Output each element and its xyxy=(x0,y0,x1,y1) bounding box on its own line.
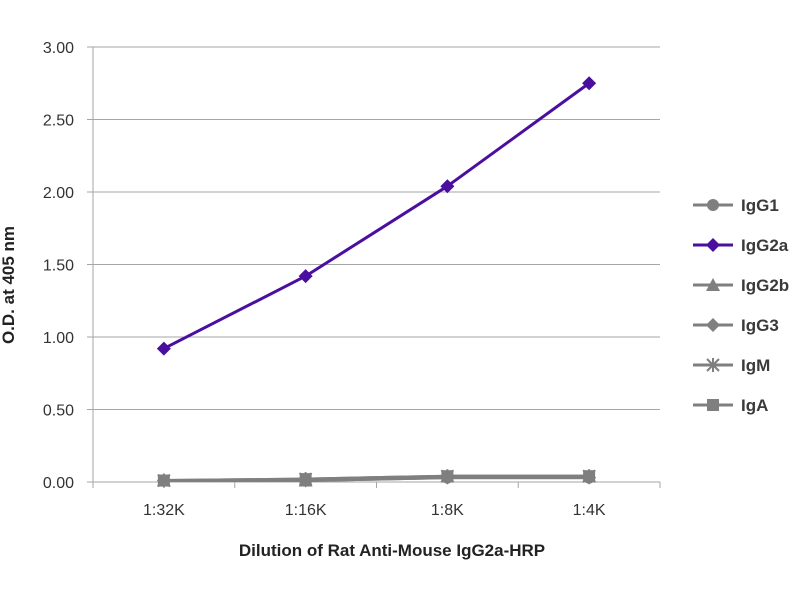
x-tick-label: 1:8K xyxy=(431,502,464,519)
series-group xyxy=(156,76,597,488)
marker-square xyxy=(441,470,454,483)
legend-item: IgG2b xyxy=(693,276,789,295)
marker-triangle xyxy=(706,278,720,291)
marker-square xyxy=(707,399,719,411)
marker-diamond xyxy=(582,76,597,91)
y-tick-label: 2.00 xyxy=(43,185,74,202)
x-tick-label: 1:4K xyxy=(573,502,606,519)
series-line xyxy=(163,474,590,483)
marker-circle xyxy=(707,199,719,211)
x-tick-label: 1:32K xyxy=(143,502,185,519)
legend-label: IgG2a xyxy=(741,236,789,255)
x-axis-title: Dilution of Rat Anti-Mouse IgG2a-HRP xyxy=(239,541,545,560)
series-line xyxy=(163,82,591,350)
legend-item: IgG2a xyxy=(693,236,789,255)
y-tick-label: 1.00 xyxy=(43,330,74,347)
x-tick-labels: 1:32K 1:16K 1:8K 1:4K xyxy=(143,502,606,519)
legend-item: IgA xyxy=(693,396,768,415)
marker-square xyxy=(157,474,170,487)
marker-diamond xyxy=(156,341,171,356)
legend-label: IgG2b xyxy=(741,276,789,295)
y-tick-label: 3.00 xyxy=(43,40,74,57)
y-tick-label: 1.50 xyxy=(43,258,74,275)
legend-label: IgG1 xyxy=(741,196,779,215)
marker-square xyxy=(299,473,312,486)
series-iga xyxy=(157,470,596,487)
marker-diamond xyxy=(440,179,455,194)
legend-label: IgA xyxy=(741,396,768,415)
marker-square xyxy=(583,470,596,483)
marker-diamond xyxy=(706,318,720,332)
series-igg2a xyxy=(156,76,597,356)
y-axis-title: O.D. at 405 nm xyxy=(0,226,18,344)
legend-item: IgM xyxy=(693,356,770,375)
marker-diamond xyxy=(706,238,720,252)
y-tick-label: 0.00 xyxy=(43,475,74,492)
y-tick-label: 0.50 xyxy=(43,403,74,420)
y-tick-labels: 0.00 0.50 1.00 1.50 2.00 2.50 3.00 xyxy=(43,40,74,492)
legend-label: IgM xyxy=(741,356,770,375)
x-tick-label: 1:16K xyxy=(285,502,327,519)
legend-item: IgG3 xyxy=(693,316,779,335)
y-tick-label: 2.50 xyxy=(43,113,74,130)
marker-star xyxy=(706,358,720,372)
legend-label: IgG3 xyxy=(741,316,779,335)
legend-item: IgG1 xyxy=(693,196,779,215)
marker-diamond xyxy=(298,269,313,284)
gridlines xyxy=(87,46,661,488)
legend: IgG1 IgG2a IgG2b IgG3 IgM IgA xyxy=(693,196,789,415)
